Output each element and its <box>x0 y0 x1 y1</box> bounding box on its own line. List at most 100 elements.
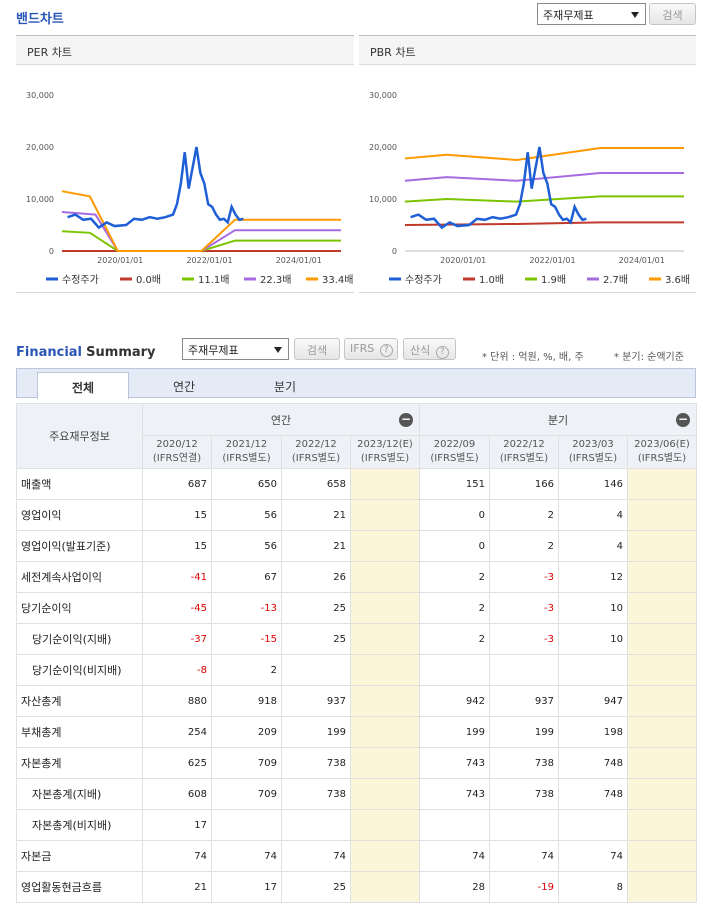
table-cell <box>350 778 420 810</box>
table-row: 영업이익(발표기준) 15 56 21 0 2 4 <box>16 530 697 562</box>
table-cell: 2 <box>211 654 282 686</box>
period-header: 2023/03 (IFRS별도) <box>558 435 628 469</box>
table-cell <box>350 840 420 872</box>
row-label: 자산총계 <box>16 685 143 717</box>
table-row: 부채총계 254 209 199 199 199 198 <box>16 716 697 748</box>
legend-label: 11.1배 <box>198 274 229 286</box>
table-cell: 937 <box>281 685 351 717</box>
table-cell <box>627 871 697 903</box>
table-cell: 74 <box>558 840 628 872</box>
band-line-1 <box>404 221 684 226</box>
annual-group-header: 연간 − <box>142 403 420 436</box>
table-cell: 918 <box>211 685 282 717</box>
table-cell: -45 <box>142 592 212 624</box>
period-header: 2022/09 (IFRS별도) <box>419 435 490 469</box>
legend-label: 33.4배 <box>322 274 353 286</box>
table-cell: 26 <box>281 561 351 593</box>
table-cell: 15 <box>142 499 212 531</box>
table-cell <box>627 561 697 593</box>
per-chart: 30,000 20,000 10,000 0 2020/01/01 2022/01/01 2… <box>26 91 353 286</box>
fs-statement-select[interactable]: 주재무제표 <box>182 338 289 360</box>
y-tick-label: 10,000 <box>26 195 54 204</box>
pbr-chart-panel: PBR 차트 30,000 20,000 10,000 0 2020/01/01 2022… <box>359 35 696 293</box>
legend-label: 2.7배 <box>603 274 628 286</box>
table-cell: 146 <box>558 468 628 500</box>
row-label: 영업활동현금흐름 <box>16 871 143 903</box>
period-basis: (IFRS별도) <box>222 453 271 464</box>
chevron-down-icon <box>631 12 639 18</box>
period-basis: (IFRS별도) <box>291 453 341 464</box>
period-date: 2022/12 <box>295 439 337 450</box>
period-basis: (IFRS별도) <box>430 453 479 464</box>
table-row: 자산총계 880 918 937 942 937 947 <box>16 685 697 717</box>
x-tick-label: 2020/01/01 <box>440 256 486 265</box>
row-label: 당기순이익(지배) <box>16 623 143 655</box>
band-statement-select[interactable]: 주재무제표 <box>537 3 646 25</box>
table-row: 자본총계 625 709 738 743 738 748 <box>16 747 697 779</box>
formula-help-button[interactable]: 산식 ? <box>403 338 456 360</box>
row-label: 자본금 <box>16 840 143 872</box>
tab-quarter[interactable]: 분기 <box>273 380 297 394</box>
financial-summary-title-a: Financial <box>16 345 83 360</box>
row-label: 자본총계(비지배) <box>16 809 143 841</box>
collapse-quarter-icon[interactable]: − <box>676 412 690 427</box>
table-cell: 650 <box>211 468 282 500</box>
band-line-3 <box>61 211 341 252</box>
tab-annual[interactable]: 연간 <box>172 380 196 394</box>
row-label: 세전계속사업이익 <box>16 561 143 593</box>
band-line-2 <box>404 195 684 203</box>
collapse-annual-icon[interactable]: − <box>399 412 413 427</box>
x-tick-label: 2020/01/01 <box>97 256 143 265</box>
table-cell: 2 <box>419 561 490 593</box>
fs-search-button[interactable]: 검색 <box>294 338 340 360</box>
band-search-button[interactable]: 검색 <box>649 3 696 25</box>
table-cell: 4 <box>558 530 628 562</box>
y-tick-label: 20,000 <box>26 143 54 152</box>
table-cell <box>350 530 420 562</box>
table-cell <box>281 654 351 686</box>
table-cell: 2 <box>419 592 490 624</box>
table-cell <box>489 809 559 841</box>
table-cell <box>558 809 628 841</box>
legend-label: 0.0배 <box>136 274 161 286</box>
band-line-4 <box>404 147 684 162</box>
table-cell: -41 <box>142 561 212 593</box>
table-cell: 199 <box>489 716 559 748</box>
band-line-4 <box>61 190 341 252</box>
legend-label: 1.0배 <box>479 274 504 286</box>
table-cell: 0 <box>419 530 490 562</box>
table-cell: 21 <box>142 871 212 903</box>
quarter-group-header: 분기 − <box>419 403 697 436</box>
table-cell: 8 <box>558 871 628 903</box>
period-basis: (IFRS별도) <box>360 453 410 464</box>
table-cell <box>627 468 697 500</box>
table-cell: 25 <box>281 592 351 624</box>
table-cell <box>211 809 282 841</box>
band-chart-title: 밴드차트 <box>16 12 64 27</box>
table-cell: 74 <box>419 840 490 872</box>
table-cell: 74 <box>281 840 351 872</box>
table-cell: 25 <box>281 623 351 655</box>
ifrs-help-button[interactable]: IFRS ? <box>344 338 398 360</box>
table-cell: -8 <box>142 654 212 686</box>
legend-label: 22.3배 <box>260 274 291 286</box>
ifrs-label: IFRS <box>350 342 375 355</box>
unit-note: * 단위 : 억원, %, 배, 주 <box>482 352 584 363</box>
financial-summary-title: Financial Summary <box>16 345 156 360</box>
table-cell: 937 <box>489 685 559 717</box>
period-date: 2023/12(E) <box>357 439 413 450</box>
table-cell <box>627 623 697 655</box>
table-cell: 198 <box>558 716 628 748</box>
financial-summary-title-b: Summary <box>86 345 156 360</box>
tab-all[interactable]: 전체 <box>37 372 129 399</box>
table-cell <box>627 809 697 841</box>
x-tick-label: 2024/01/01 <box>619 256 665 265</box>
table-cell <box>627 530 697 562</box>
y-tick-label: 30,000 <box>369 91 397 100</box>
price-line <box>67 146 244 230</box>
table-cell: 709 <box>211 778 282 810</box>
table-cell <box>350 468 420 500</box>
table-cell: -37 <box>142 623 212 655</box>
x-tick-label: 2022/01/01 <box>529 256 575 265</box>
band-line-2 <box>61 230 341 252</box>
